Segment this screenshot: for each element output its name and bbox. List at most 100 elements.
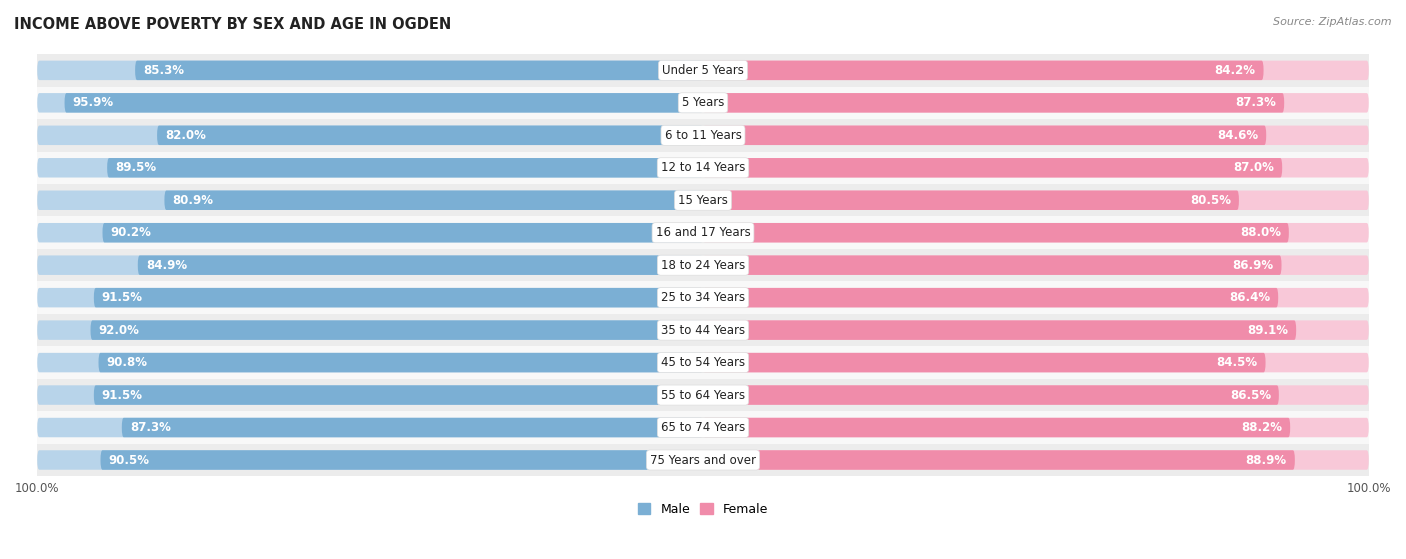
FancyBboxPatch shape [37, 249, 1369, 281]
FancyBboxPatch shape [37, 411, 1369, 444]
FancyBboxPatch shape [703, 158, 1369, 178]
FancyBboxPatch shape [37, 379, 1369, 411]
Text: 75 Years and over: 75 Years and over [650, 453, 756, 467]
FancyBboxPatch shape [703, 353, 1369, 372]
FancyBboxPatch shape [37, 418, 703, 437]
Text: 90.2%: 90.2% [111, 226, 152, 239]
Text: 91.5%: 91.5% [101, 389, 143, 401]
Text: 85.3%: 85.3% [143, 64, 184, 77]
Text: 84.5%: 84.5% [1216, 356, 1257, 369]
FancyBboxPatch shape [703, 223, 1369, 243]
Text: 82.0%: 82.0% [165, 129, 205, 142]
Text: Source: ZipAtlas.com: Source: ZipAtlas.com [1274, 17, 1392, 27]
Text: 87.3%: 87.3% [129, 421, 170, 434]
FancyBboxPatch shape [703, 320, 1296, 340]
FancyBboxPatch shape [703, 450, 1369, 470]
FancyBboxPatch shape [37, 353, 703, 372]
FancyBboxPatch shape [37, 347, 1369, 379]
FancyBboxPatch shape [37, 450, 703, 470]
Text: 84.6%: 84.6% [1218, 129, 1258, 142]
Text: 55 to 64 Years: 55 to 64 Years [661, 389, 745, 401]
FancyBboxPatch shape [703, 93, 1284, 112]
Text: 90.5%: 90.5% [108, 453, 149, 467]
Text: 88.2%: 88.2% [1241, 421, 1282, 434]
Text: 89.5%: 89.5% [115, 162, 156, 174]
FancyBboxPatch shape [703, 223, 1289, 243]
FancyBboxPatch shape [703, 288, 1278, 307]
FancyBboxPatch shape [37, 119, 1369, 151]
Text: 86.5%: 86.5% [1230, 389, 1271, 401]
FancyBboxPatch shape [37, 87, 1369, 119]
FancyBboxPatch shape [703, 255, 1281, 275]
FancyBboxPatch shape [37, 320, 703, 340]
FancyBboxPatch shape [37, 255, 703, 275]
Text: Under 5 Years: Under 5 Years [662, 64, 744, 77]
FancyBboxPatch shape [37, 93, 703, 112]
FancyBboxPatch shape [37, 151, 1369, 184]
FancyBboxPatch shape [703, 385, 1369, 405]
FancyBboxPatch shape [37, 444, 1369, 476]
FancyBboxPatch shape [703, 418, 1369, 437]
Text: 86.4%: 86.4% [1229, 291, 1270, 304]
FancyBboxPatch shape [703, 288, 1369, 307]
Text: INCOME ABOVE POVERTY BY SEX AND AGE IN OGDEN: INCOME ABOVE POVERTY BY SEX AND AGE IN O… [14, 17, 451, 32]
FancyBboxPatch shape [165, 191, 703, 210]
Text: 92.0%: 92.0% [98, 324, 139, 337]
Text: 95.9%: 95.9% [73, 96, 114, 110]
FancyBboxPatch shape [703, 126, 1267, 145]
FancyBboxPatch shape [703, 158, 1282, 178]
FancyBboxPatch shape [138, 255, 703, 275]
FancyBboxPatch shape [103, 223, 703, 243]
Text: 5 Years: 5 Years [682, 96, 724, 110]
Text: 6 to 11 Years: 6 to 11 Years [665, 129, 741, 142]
FancyBboxPatch shape [122, 418, 703, 437]
Text: 80.9%: 80.9% [173, 194, 214, 207]
Text: 15 Years: 15 Years [678, 194, 728, 207]
FancyBboxPatch shape [37, 216, 1369, 249]
FancyBboxPatch shape [65, 93, 703, 112]
Text: 84.9%: 84.9% [146, 259, 187, 272]
FancyBboxPatch shape [37, 54, 1369, 87]
FancyBboxPatch shape [703, 93, 1369, 112]
FancyBboxPatch shape [157, 126, 703, 145]
FancyBboxPatch shape [37, 126, 703, 145]
Text: 65 to 74 Years: 65 to 74 Years [661, 421, 745, 434]
FancyBboxPatch shape [703, 191, 1239, 210]
FancyBboxPatch shape [100, 450, 703, 470]
FancyBboxPatch shape [703, 450, 1295, 470]
FancyBboxPatch shape [135, 60, 703, 80]
FancyBboxPatch shape [703, 126, 1369, 145]
FancyBboxPatch shape [37, 385, 703, 405]
Text: 88.9%: 88.9% [1246, 453, 1286, 467]
FancyBboxPatch shape [37, 60, 703, 80]
Text: 18 to 24 Years: 18 to 24 Years [661, 259, 745, 272]
FancyBboxPatch shape [703, 385, 1279, 405]
Text: 87.3%: 87.3% [1236, 96, 1277, 110]
Text: 35 to 44 Years: 35 to 44 Years [661, 324, 745, 337]
Text: 91.5%: 91.5% [101, 291, 143, 304]
Text: 87.0%: 87.0% [1233, 162, 1274, 174]
FancyBboxPatch shape [37, 288, 703, 307]
Text: 89.1%: 89.1% [1247, 324, 1288, 337]
FancyBboxPatch shape [90, 320, 703, 340]
Text: 84.2%: 84.2% [1215, 64, 1256, 77]
Text: 45 to 54 Years: 45 to 54 Years [661, 356, 745, 369]
FancyBboxPatch shape [37, 191, 703, 210]
FancyBboxPatch shape [94, 288, 703, 307]
FancyBboxPatch shape [703, 60, 1264, 80]
FancyBboxPatch shape [37, 223, 703, 243]
FancyBboxPatch shape [703, 60, 1369, 80]
Legend: Male, Female: Male, Female [633, 498, 773, 520]
FancyBboxPatch shape [98, 353, 703, 372]
FancyBboxPatch shape [703, 353, 1265, 372]
FancyBboxPatch shape [107, 158, 703, 178]
FancyBboxPatch shape [703, 191, 1369, 210]
Text: 90.8%: 90.8% [107, 356, 148, 369]
Text: 16 and 17 Years: 16 and 17 Years [655, 226, 751, 239]
FancyBboxPatch shape [37, 158, 703, 178]
FancyBboxPatch shape [703, 320, 1369, 340]
FancyBboxPatch shape [37, 184, 1369, 216]
FancyBboxPatch shape [703, 418, 1291, 437]
Text: 86.9%: 86.9% [1233, 259, 1274, 272]
Text: 25 to 34 Years: 25 to 34 Years [661, 291, 745, 304]
